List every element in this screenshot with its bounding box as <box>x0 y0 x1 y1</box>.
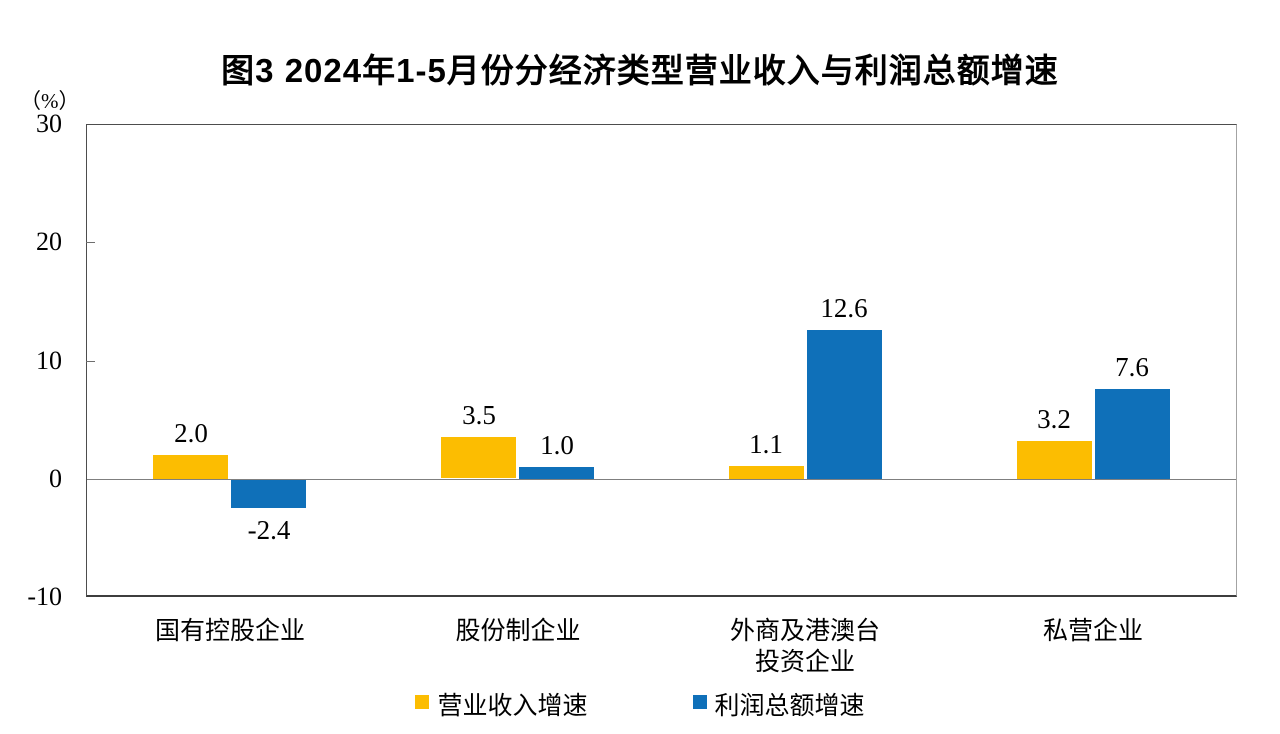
x-category-label: 外商及港澳台 投资企业 <box>729 618 880 676</box>
y-tick-label: -10 <box>27 582 62 611</box>
bar-value-label: 12.6 <box>820 293 868 323</box>
legend-item-revenue: 营业收入增速 <box>415 686 588 722</box>
y-tick-label: 10 <box>36 345 62 375</box>
bar-value-label: -2.4 <box>247 515 291 545</box>
zero-line <box>87 479 1236 480</box>
bar-value-label: 2.0 <box>174 418 208 448</box>
chart-title: 图3 2024年1-5月份分经济类型营业收入与利润总额增速 <box>221 52 1059 89</box>
legend: 营业收入增速 利润总额增速 <box>0 686 1280 722</box>
bar-value-label: 3.5 <box>462 400 496 430</box>
bar <box>1017 441 1092 479</box>
y-axis-unit-label: （%） <box>20 89 80 113</box>
x-category-label: 私营企业 <box>1042 618 1143 645</box>
bar <box>441 437 516 478</box>
profit-legend-label: 利润总额增速 <box>714 693 865 720</box>
y-tick-label: 0 <box>49 463 62 493</box>
y-tick-label: 20 <box>36 227 62 257</box>
bar <box>519 467 594 479</box>
bar <box>231 480 306 508</box>
legend-item-profit: 利润总额增速 <box>692 686 865 722</box>
y-tick-label: 30 <box>36 109 62 138</box>
revenue-legend-label: 营业收入增速 <box>437 693 588 720</box>
bar-value-label: 7.6 <box>1115 352 1149 382</box>
bar-value-label: 1.1 <box>749 429 783 459</box>
bar-value-label: 3.2 <box>1037 404 1071 434</box>
profit-legend-swatch <box>692 695 707 709</box>
y-tick-mark <box>86 361 95 362</box>
bar <box>729 466 804 479</box>
bar-value-label: 1.0 <box>540 430 574 460</box>
x-category-label: 国有控股企业 <box>154 618 305 645</box>
revenue-legend-swatch <box>415 695 430 709</box>
bar <box>153 455 228 479</box>
x-category-label: 股份制企业 <box>455 618 581 645</box>
bar <box>1095 389 1170 479</box>
plot-area <box>86 124 1237 597</box>
y-tick-mark <box>86 242 95 243</box>
bar <box>807 330 882 479</box>
